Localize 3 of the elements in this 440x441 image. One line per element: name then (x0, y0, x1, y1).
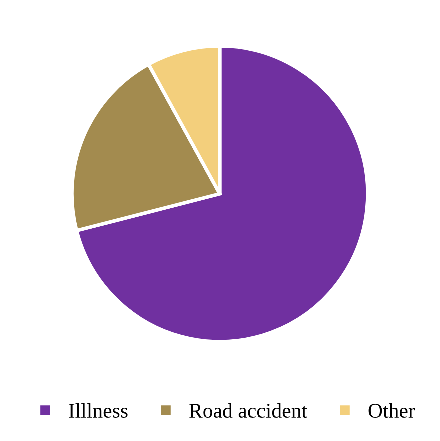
legend-label: Road accident (190, 403, 308, 418)
legend-label: Illlness (69, 403, 128, 418)
legend-label: Other (368, 403, 416, 418)
